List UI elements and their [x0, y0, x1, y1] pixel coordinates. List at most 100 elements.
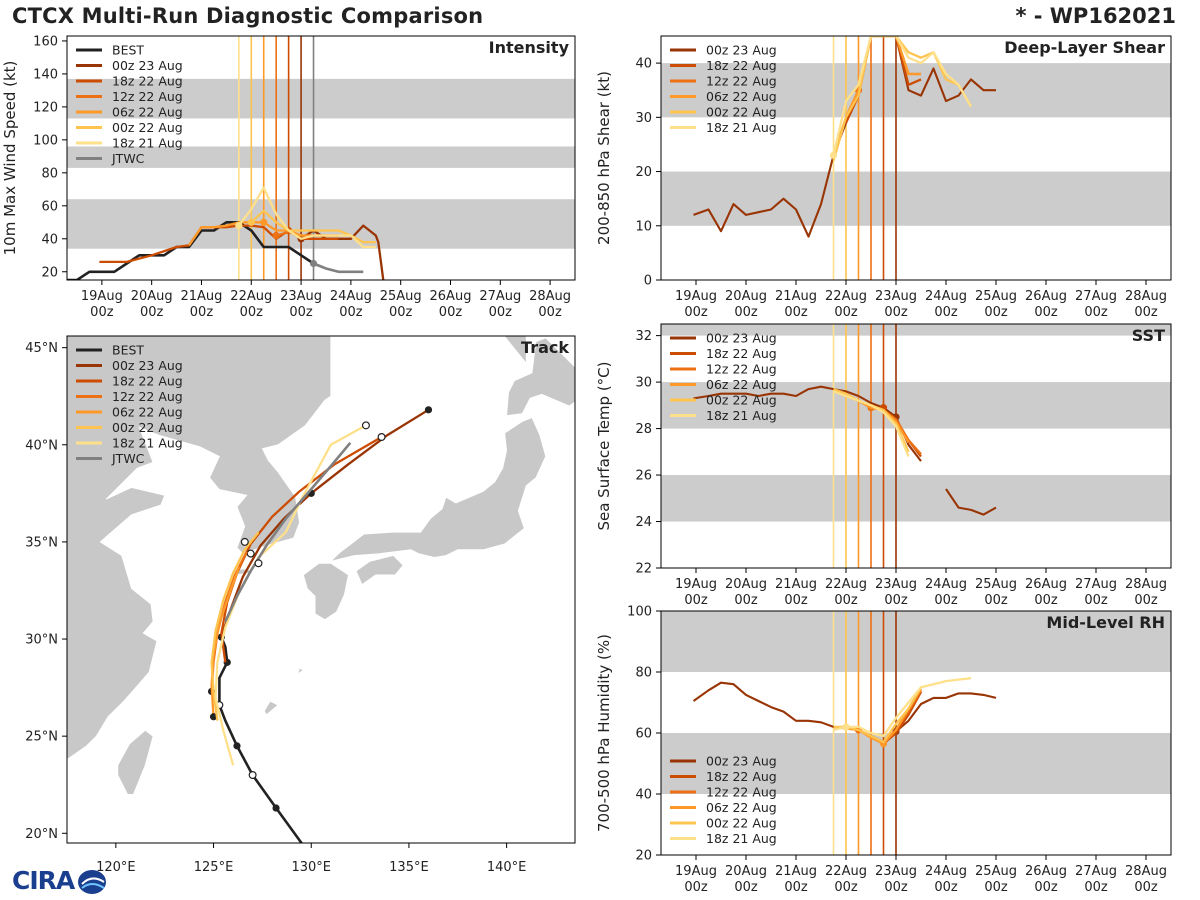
- intensity-xtick-label: 23Aug: [280, 289, 322, 304]
- intensity-xtick-label: 00z: [389, 305, 413, 320]
- shear-plot: [661, 36, 1171, 280]
- intensity-xtick-label: 26Aug: [430, 289, 472, 304]
- rh-xtick-label: 00z: [1134, 880, 1158, 895]
- rh-ytick-label: 20: [635, 849, 652, 864]
- intensity-legend-label: 18z 21 Aug: [112, 136, 183, 151]
- intensity-ytick-label: 160: [33, 34, 58, 49]
- rh-legend-label: 06z 22 Aug: [706, 800, 777, 815]
- rh-series-line: [833, 676, 972, 738]
- page-title: CTCX Multi-Run Diagnostic Comparison: [12, 4, 484, 28]
- sst-xtick-label: 19Aug: [675, 577, 717, 592]
- track-xtick-label: 130°E: [291, 860, 331, 875]
- intensity-legend-label: 00z 22 Aug: [112, 120, 183, 135]
- track-ytick-label: 30°N: [25, 633, 58, 648]
- shear-band: [661, 171, 1171, 226]
- shear-band: [661, 63, 1171, 118]
- shear-xtick-label: 19Aug: [675, 289, 717, 304]
- shear-xtick-label: 25Aug: [975, 289, 1017, 304]
- track-xtick-label: 125°E: [194, 860, 234, 875]
- rh-xtick-label: 00z: [1084, 880, 1108, 895]
- track-legend-label: 00z 23 Aug: [112, 358, 183, 373]
- intensity-xtick-label: 27Aug: [479, 289, 521, 304]
- intensity-legend-label: 00z 23 Aug: [112, 58, 183, 73]
- track-plot: [67, 336, 575, 843]
- sst-frame: [660, 323, 1172, 569]
- sst-ytick-label: 22: [635, 562, 652, 577]
- rh-xtick-label: 27Aug: [1075, 864, 1117, 879]
- rh-xtick-label: 28Aug: [1125, 864, 1167, 879]
- intensity-ytick-label: 40: [41, 232, 58, 247]
- shear-xtick-label: 22Aug: [825, 289, 867, 304]
- shear-xtick-label: 00z: [784, 305, 808, 320]
- intensity-ytick-label: 100: [33, 133, 58, 148]
- shear-series-line: [832, 36, 972, 156]
- intensity-ytick-label: 60: [41, 199, 58, 214]
- intensity-ytick-label: 140: [33, 67, 58, 82]
- mainland-asia: [67, 336, 332, 760]
- intensity-legend-label: 12z 22 Aug: [112, 89, 183, 104]
- okinawa: [263, 700, 279, 716]
- intensity-series-line: [250, 209, 376, 244]
- intensity-series-line: [300, 224, 385, 280]
- storm-id: * - WP162021: [1015, 4, 1176, 28]
- rh-legend-label: 18z 22 Aug: [706, 769, 777, 784]
- intensity-band: [67, 78, 575, 119]
- shear-xtick-label: 00z: [984, 305, 1008, 320]
- rh-xtick-label: 00z: [784, 880, 808, 895]
- intensity-ytick-label: 80: [41, 166, 58, 181]
- rh-xtick-label: 20Aug: [725, 864, 767, 879]
- intensity-series-line: [313, 262, 364, 274]
- intensity-ytick-label: 120: [33, 100, 58, 115]
- intensity-series-marker: [272, 231, 280, 240]
- rh-legend-label: 00z 22 Aug: [706, 816, 777, 831]
- rh-xtick-label: 00z: [884, 880, 908, 895]
- sst-band: [661, 382, 1171, 429]
- shear-series-line: [832, 36, 972, 162]
- track-open-marker: [240, 537, 249, 546]
- intensity-legend-label: BEST: [112, 43, 144, 58]
- sst-ylabel: Sea Surface Temp (°C): [595, 361, 613, 530]
- rh-legend-label: 18z 21 Aug: [706, 831, 777, 846]
- sst-xtick-label: 00z: [884, 593, 908, 608]
- track-open-marker: [361, 421, 370, 430]
- intensity-series-marker: [309, 259, 318, 268]
- shear-ytick-label: 10: [635, 219, 652, 234]
- shear-xtick-label: 00z: [1084, 305, 1108, 320]
- shear-xtick-label: 00z: [934, 305, 958, 320]
- shear-legend-label: 06z 22 Aug: [706, 89, 777, 104]
- intensity-xtick-label: 19Aug: [81, 289, 123, 304]
- intensity-xtick-label: 25Aug: [380, 289, 422, 304]
- shear-series-marker: [829, 151, 838, 159]
- shikoku: [355, 555, 404, 586]
- cira-logo-text: CIRA: [12, 866, 75, 895]
- intensity-xtick-label: 00z: [190, 305, 214, 320]
- track-position-marker: [272, 804, 280, 812]
- rh-xtick-label: 00z: [984, 880, 1008, 895]
- shear-legend-label: 00z 23 Aug: [706, 43, 777, 58]
- sst-xtick-label: 20Aug: [725, 577, 767, 592]
- honshu: [329, 417, 547, 563]
- shear-xtick-label: 00z: [684, 305, 708, 320]
- sst-band: [661, 475, 1171, 522]
- track-legend-label: 06z 22 Aug: [112, 405, 183, 420]
- sst-xtick-label: 00z: [784, 593, 808, 608]
- rh-xtick-label: 22Aug: [825, 864, 867, 879]
- track-open-marker: [254, 559, 263, 568]
- track-xtick-label: 120°E: [96, 860, 136, 875]
- rh-series-marker: [842, 723, 850, 731]
- sst-xtick-label: 27Aug: [1075, 577, 1117, 592]
- intensity-frame: [66, 35, 576, 281]
- shear-title: Deep-Layer Shear: [1004, 38, 1165, 57]
- sst-xtick-label: 00z: [734, 593, 758, 608]
- shear-xtick-label: 00z: [884, 305, 908, 320]
- rh-title: Mid-Level RH: [1046, 613, 1165, 632]
- track-series-line: [210, 566, 240, 717]
- rh-band: [661, 611, 1171, 672]
- shear-ytick-label: 20: [635, 165, 652, 180]
- shear-xtick-label: 00z: [734, 305, 758, 320]
- intensity-title: Intensity: [489, 38, 570, 57]
- sst-legend-label: 00z 23 Aug: [706, 331, 777, 346]
- sst-xtick-label: 00z: [1034, 593, 1058, 608]
- track-ytick-label: 40°N: [25, 438, 58, 453]
